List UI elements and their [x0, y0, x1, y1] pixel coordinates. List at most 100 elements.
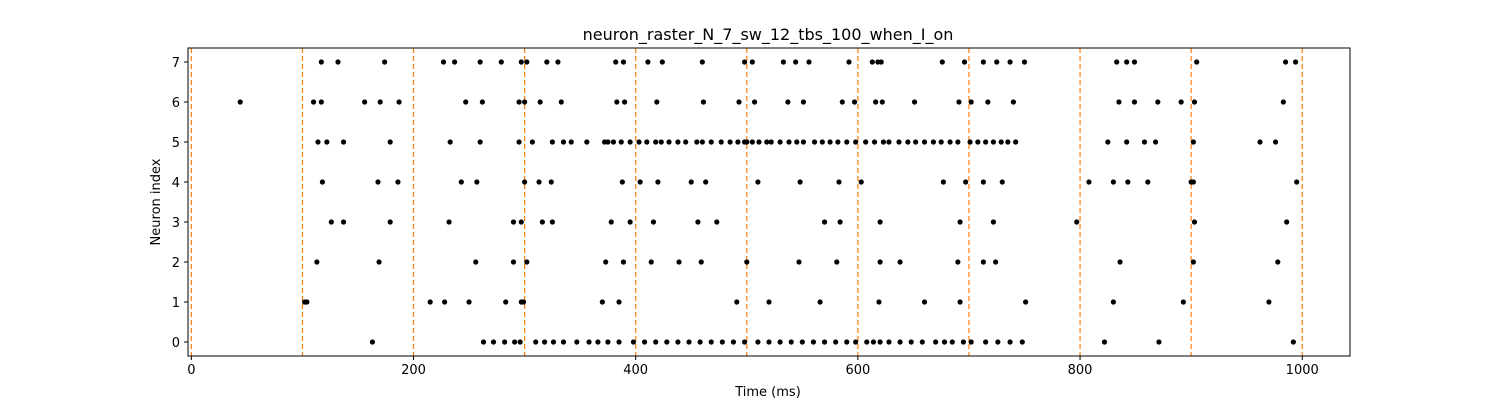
- spike-point: [949, 339, 955, 345]
- spike-point: [956, 99, 962, 105]
- spike-point: [1257, 139, 1263, 145]
- spike-point: [387, 139, 393, 145]
- spike-point: [864, 339, 870, 345]
- spike-point: [502, 339, 508, 345]
- spike-point: [560, 339, 567, 345]
- spike-point: [1131, 99, 1138, 105]
- spike-point: [879, 99, 885, 105]
- spike-point: [800, 139, 807, 145]
- spike-point: [648, 259, 654, 265]
- spike-point: [1292, 59, 1299, 65]
- spike-point: [477, 139, 483, 145]
- x-tick-label: 0: [187, 363, 195, 378]
- spike-point: [603, 259, 609, 265]
- x-tick-label: 800: [1068, 363, 1093, 378]
- spike-point: [905, 139, 911, 145]
- spike-point: [930, 139, 937, 145]
- spike-point: [549, 139, 555, 145]
- plot-frame: [187, 47, 1351, 357]
- spike-point: [310, 99, 317, 105]
- spike-point: [1074, 219, 1080, 225]
- spike-point: [1110, 299, 1116, 305]
- spike-point: [1284, 219, 1290, 225]
- spike-point: [1145, 179, 1151, 185]
- spike-point: [863, 139, 869, 145]
- y-tick-label: 7: [172, 56, 180, 71]
- spike-point: [586, 339, 592, 345]
- spike-point: [616, 339, 622, 345]
- spike-point: [510, 219, 517, 225]
- spike-point: [797, 179, 803, 185]
- spike-point: [654, 99, 660, 105]
- spike-point: [1023, 299, 1029, 305]
- spike-point: [614, 99, 620, 105]
- spike-point: [941, 339, 948, 345]
- spike-point: [1194, 59, 1200, 65]
- spike-point: [800, 99, 807, 105]
- spike-layer: [237, 59, 1300, 345]
- spike-point: [1272, 139, 1279, 145]
- spike-point: [516, 139, 522, 145]
- spike-point: [555, 59, 561, 65]
- spike-point: [786, 139, 792, 145]
- spike-point: [886, 139, 892, 145]
- spike-point: [853, 339, 859, 345]
- spike-point: [1013, 139, 1019, 145]
- spike-point: [968, 339, 974, 345]
- spike-point: [524, 259, 530, 265]
- spike-point: [659, 59, 665, 65]
- x-tick-label: 400: [623, 363, 648, 378]
- spike-point: [755, 179, 761, 185]
- spike-point: [610, 139, 617, 145]
- spike-point: [473, 259, 479, 265]
- spike-point: [827, 139, 833, 145]
- spike-point: [817, 299, 823, 305]
- spike-point: [749, 59, 755, 65]
- spike-point: [897, 259, 903, 265]
- spike-point: [734, 299, 740, 305]
- spike-point: [980, 179, 987, 185]
- spike-point: [699, 59, 705, 65]
- y-axis-ticks: 0 1 2 3 4 5 6 7: [172, 56, 188, 351]
- spike-point: [1110, 179, 1116, 185]
- spike-point: [877, 219, 883, 225]
- y-tick-label: 0: [172, 336, 180, 351]
- spike-point: [319, 179, 326, 185]
- spike-point: [620, 259, 627, 265]
- spike-point: [1190, 179, 1196, 185]
- spike-point: [605, 339, 611, 345]
- spike-point: [785, 99, 791, 105]
- spike-point: [335, 59, 341, 65]
- spike-point: [777, 339, 783, 345]
- spike-point: [714, 219, 720, 225]
- spike-point: [683, 139, 689, 145]
- spike-point: [376, 259, 382, 265]
- spike-point: [324, 139, 330, 145]
- spike-point: [878, 59, 884, 65]
- spike-point: [686, 339, 692, 345]
- spike-point: [314, 259, 320, 265]
- spike-point: [1155, 99, 1161, 105]
- spike-point: [741, 59, 748, 65]
- spike-point: [630, 339, 637, 345]
- spike-point: [766, 299, 772, 305]
- spike-point: [961, 59, 968, 65]
- spike-point: [512, 339, 518, 345]
- spike-point: [382, 59, 388, 65]
- spike-point: [994, 59, 1000, 65]
- spike-point: [858, 179, 864, 185]
- spike-point: [675, 139, 681, 145]
- spike-point: [947, 139, 953, 145]
- spike-point: [315, 139, 321, 145]
- y-tick-label: 2: [172, 256, 180, 271]
- spike-point: [1280, 99, 1286, 105]
- spike-point: [620, 59, 627, 65]
- spike-point: [957, 299, 963, 305]
- spike-point: [695, 219, 701, 225]
- spike-point: [806, 59, 812, 65]
- spike-point: [794, 139, 800, 145]
- spike-point: [474, 179, 480, 185]
- spike-point: [518, 59, 524, 65]
- spike-point: [1019, 339, 1025, 345]
- spike-point: [490, 339, 497, 345]
